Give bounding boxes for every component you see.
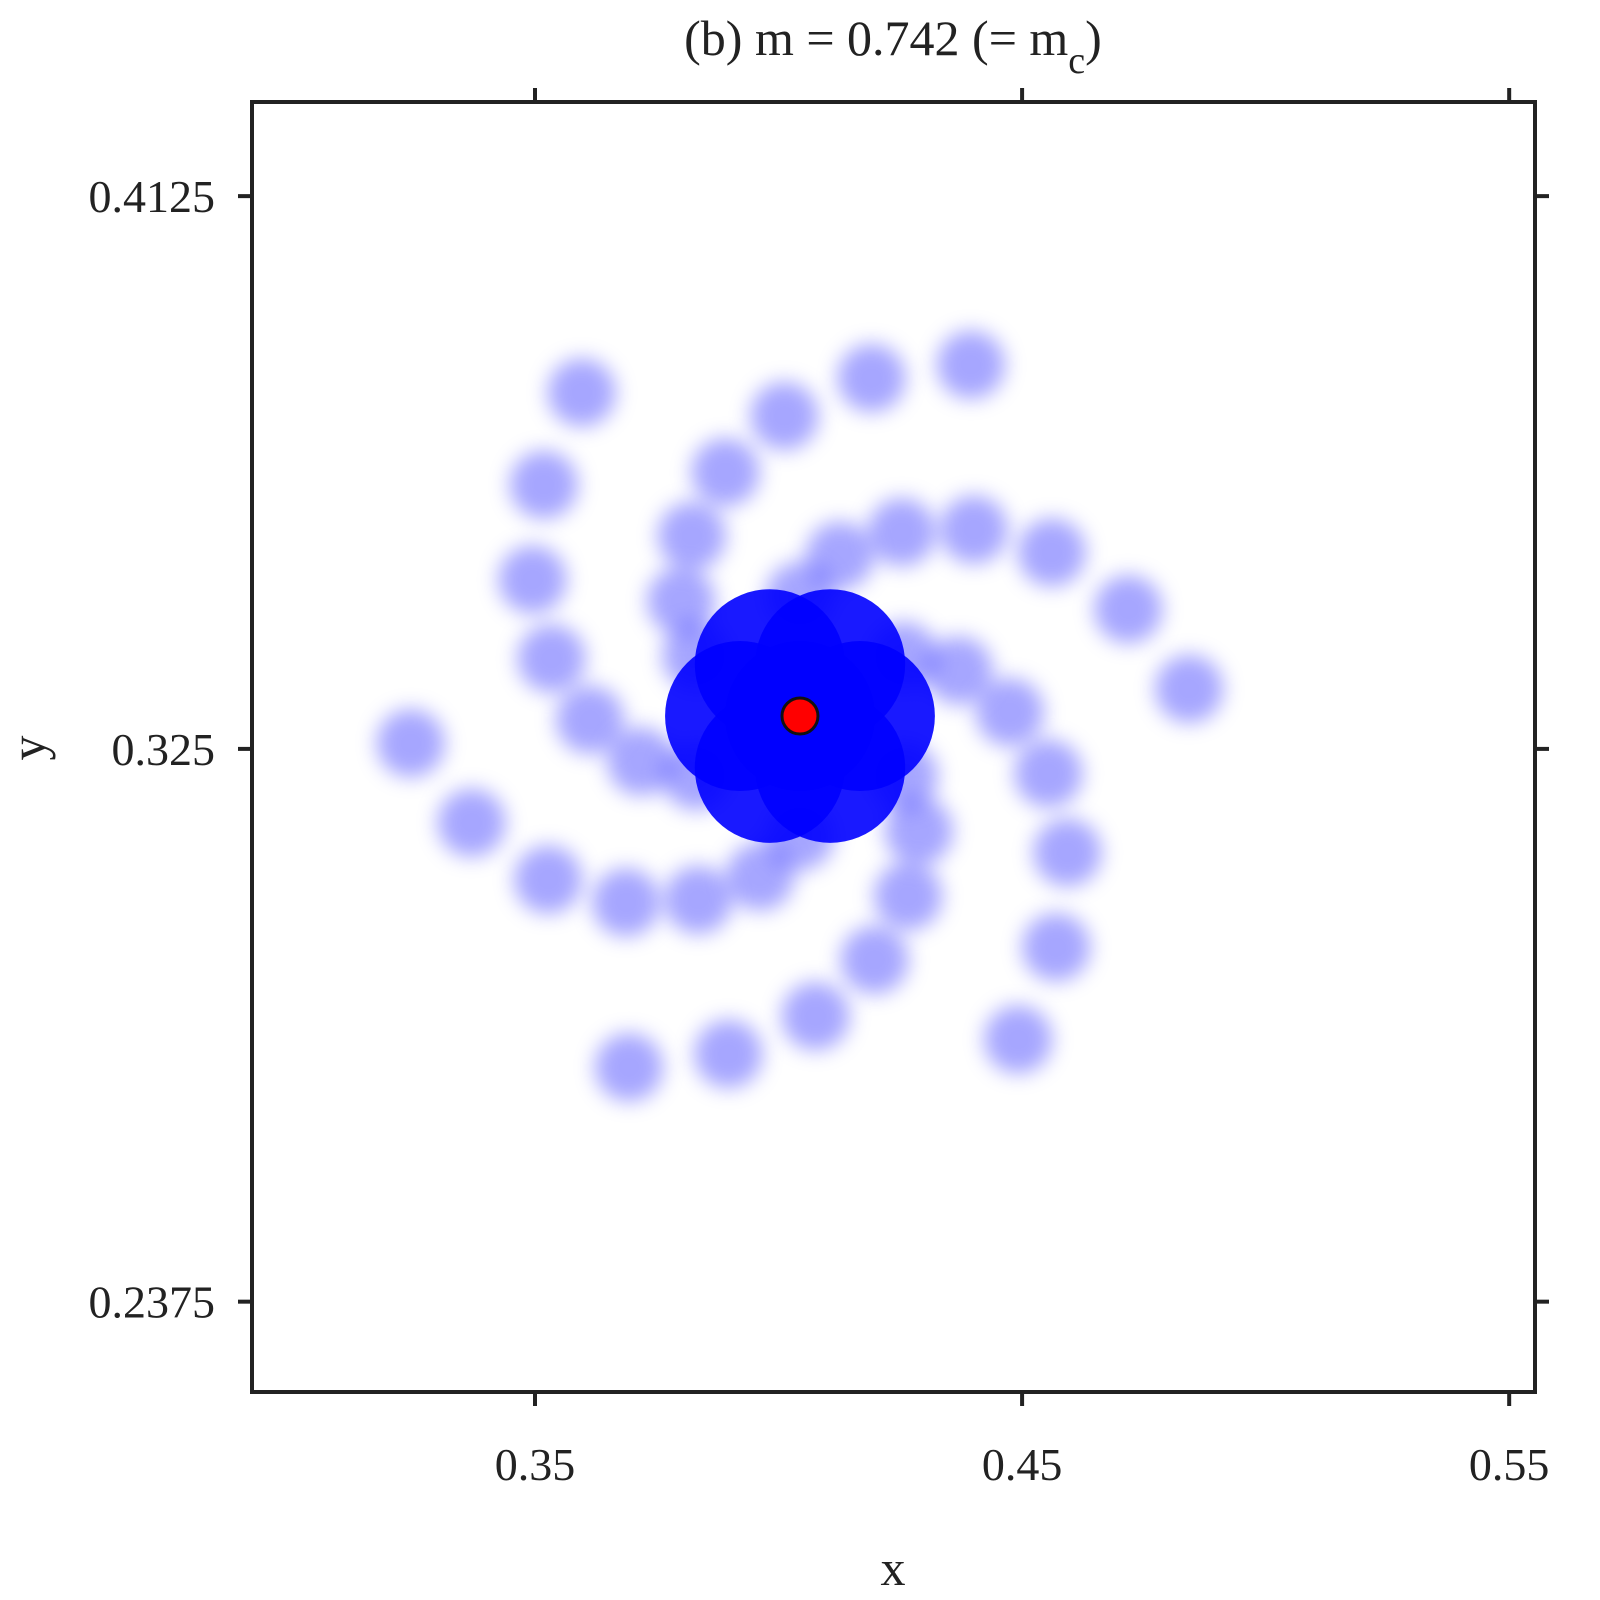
point	[837, 344, 906, 413]
point	[780, 696, 820, 736]
point	[514, 845, 583, 914]
point	[1017, 518, 1086, 587]
point	[750, 381, 819, 450]
point	[556, 685, 625, 754]
point	[936, 330, 1005, 399]
point	[874, 862, 943, 931]
x-axis-label: x	[881, 1540, 906, 1596]
point	[657, 502, 726, 571]
point	[1155, 654, 1224, 723]
y-tick-label: 0.4125	[89, 171, 216, 222]
point	[691, 438, 760, 507]
point	[509, 450, 578, 519]
plot-area	[376, 330, 1224, 1102]
x-tick-label: 0.55	[1469, 1439, 1550, 1490]
point	[726, 842, 795, 911]
point	[1033, 818, 1102, 887]
point	[984, 1005, 1053, 1074]
point	[517, 624, 586, 693]
point	[975, 678, 1044, 747]
point	[1094, 575, 1163, 644]
point	[781, 982, 850, 1051]
title-main: (b) m = 0.742 (= m	[684, 10, 1068, 66]
point	[595, 1033, 664, 1102]
point	[664, 865, 733, 934]
point	[840, 925, 909, 994]
point	[547, 358, 616, 427]
point	[694, 1020, 763, 1089]
point	[924, 636, 993, 705]
point	[647, 567, 716, 636]
point	[607, 727, 676, 796]
y-tick-label: 0.325	[112, 724, 216, 775]
y-tick-label: 0.2375	[89, 1277, 216, 1328]
chart-title: (b) m = 0.742 (= mc)	[684, 10, 1102, 82]
point	[1014, 739, 1083, 808]
point	[805, 521, 874, 590]
point	[592, 868, 661, 937]
x-tick-label: 0.45	[982, 1439, 1063, 1490]
y-axis-label: y	[0, 736, 56, 761]
point	[376, 709, 445, 778]
point	[498, 545, 567, 614]
point	[755, 692, 906, 843]
point	[867, 498, 936, 567]
point	[939, 495, 1008, 564]
point	[437, 788, 506, 857]
point	[884, 797, 953, 866]
title-subscript: c	[1068, 40, 1085, 82]
title-end: )	[1085, 10, 1102, 66]
point	[1022, 913, 1091, 982]
x-tick-label: 0.35	[495, 1439, 576, 1490]
